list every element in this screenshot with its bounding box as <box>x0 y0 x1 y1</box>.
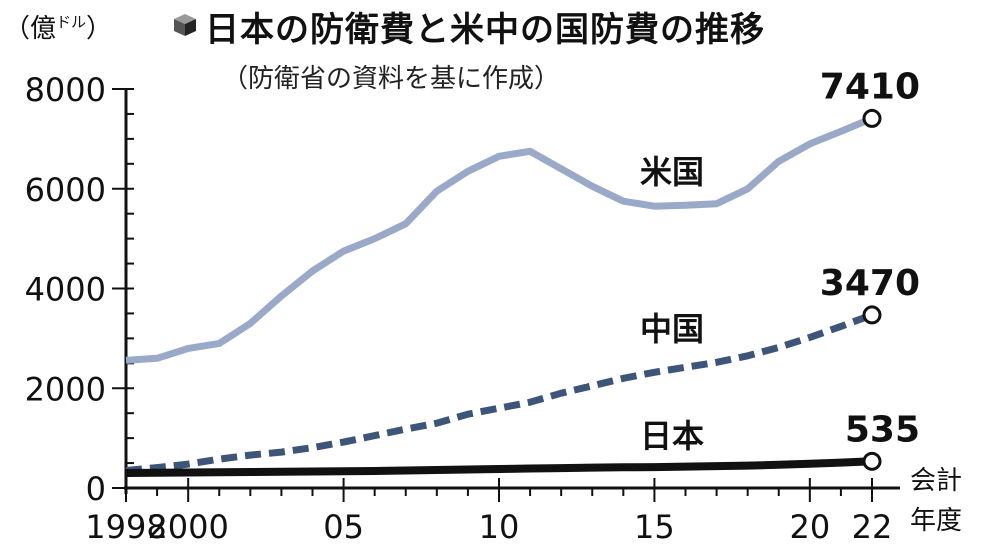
y-axis-unit: （億ドル） <box>4 8 112 45</box>
y-tick-label: 2000 <box>25 370 106 408</box>
series-line <box>125 115 874 364</box>
series-end-value: 7410 <box>820 66 920 107</box>
x-tick-label: 10 <box>479 508 520 546</box>
series-name-label: 中国 <box>640 310 704 348</box>
series-line <box>125 311 874 474</box>
x-tick-label: 05 <box>323 508 364 546</box>
series-end-marker <box>862 108 882 128</box>
x-unit-line2: 年度 <box>910 506 963 536</box>
y-tick-label: 0 <box>86 470 106 508</box>
x-tick-label: 2000 <box>147 508 228 546</box>
series-end-value: 535 <box>845 409 920 450</box>
y-tick-label: 6000 <box>25 171 106 209</box>
x-unit-line1: 会計 <box>910 466 963 496</box>
series-line <box>125 457 873 477</box>
series-name-label: 米国 <box>640 153 704 191</box>
chart-title: 日本の防衛費と米中の国防費の推移 <box>205 10 765 50</box>
unit-small: ドル <box>56 13 87 31</box>
unit-prefix: （億 <box>4 14 57 44</box>
series-end-value: 3470 <box>820 263 920 304</box>
series-end-marker <box>862 451 882 471</box>
series-lines <box>125 115 874 477</box>
y-tick-label: 4000 <box>25 271 106 309</box>
labels: 7410 米国 3470 中国 535 日本 <box>640 66 920 471</box>
x-tick-label: 15 <box>634 508 675 546</box>
unit-suffix: ） <box>86 14 113 44</box>
cube-icon <box>174 14 196 36</box>
y-tick-label: 8000 <box>25 71 106 109</box>
series-name-label: 日本 <box>640 417 704 455</box>
x-tick-label: 20 <box>789 508 830 546</box>
series-end-marker <box>862 305 882 325</box>
chart-subtitle: （防衛省の資料を基に作成） <box>222 64 561 94</box>
x-tick-label: 1998 <box>85 508 166 546</box>
x-tick-label: 22 <box>852 508 893 546</box>
